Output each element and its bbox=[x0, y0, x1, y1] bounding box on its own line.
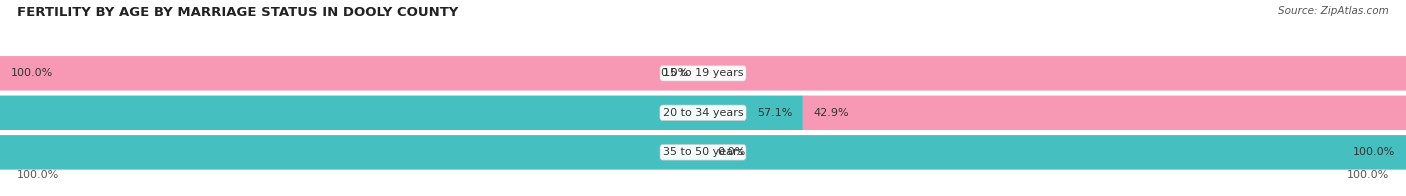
Text: 0.0%: 0.0% bbox=[661, 68, 689, 78]
FancyBboxPatch shape bbox=[0, 56, 1406, 91]
Text: 100.0%: 100.0% bbox=[17, 170, 59, 180]
FancyBboxPatch shape bbox=[0, 56, 1406, 91]
Text: 100.0%: 100.0% bbox=[10, 68, 53, 78]
Text: Source: ZipAtlas.com: Source: ZipAtlas.com bbox=[1278, 6, 1389, 16]
FancyBboxPatch shape bbox=[803, 96, 1406, 130]
Text: 35 to 50 years: 35 to 50 years bbox=[662, 147, 744, 157]
Text: 20 to 34 years: 20 to 34 years bbox=[662, 108, 744, 118]
Text: 100.0%: 100.0% bbox=[1347, 170, 1389, 180]
Text: 100.0%: 100.0% bbox=[1353, 147, 1395, 157]
FancyBboxPatch shape bbox=[0, 96, 803, 130]
Text: 0.0%: 0.0% bbox=[717, 147, 745, 157]
Text: 42.9%: 42.9% bbox=[813, 108, 849, 118]
Text: 15 to 19 years: 15 to 19 years bbox=[662, 68, 744, 78]
Text: FERTILITY BY AGE BY MARRIAGE STATUS IN DOOLY COUNTY: FERTILITY BY AGE BY MARRIAGE STATUS IN D… bbox=[17, 6, 458, 19]
FancyBboxPatch shape bbox=[0, 135, 1406, 170]
FancyBboxPatch shape bbox=[0, 96, 1406, 130]
Text: 57.1%: 57.1% bbox=[756, 108, 793, 118]
FancyBboxPatch shape bbox=[0, 135, 1406, 170]
